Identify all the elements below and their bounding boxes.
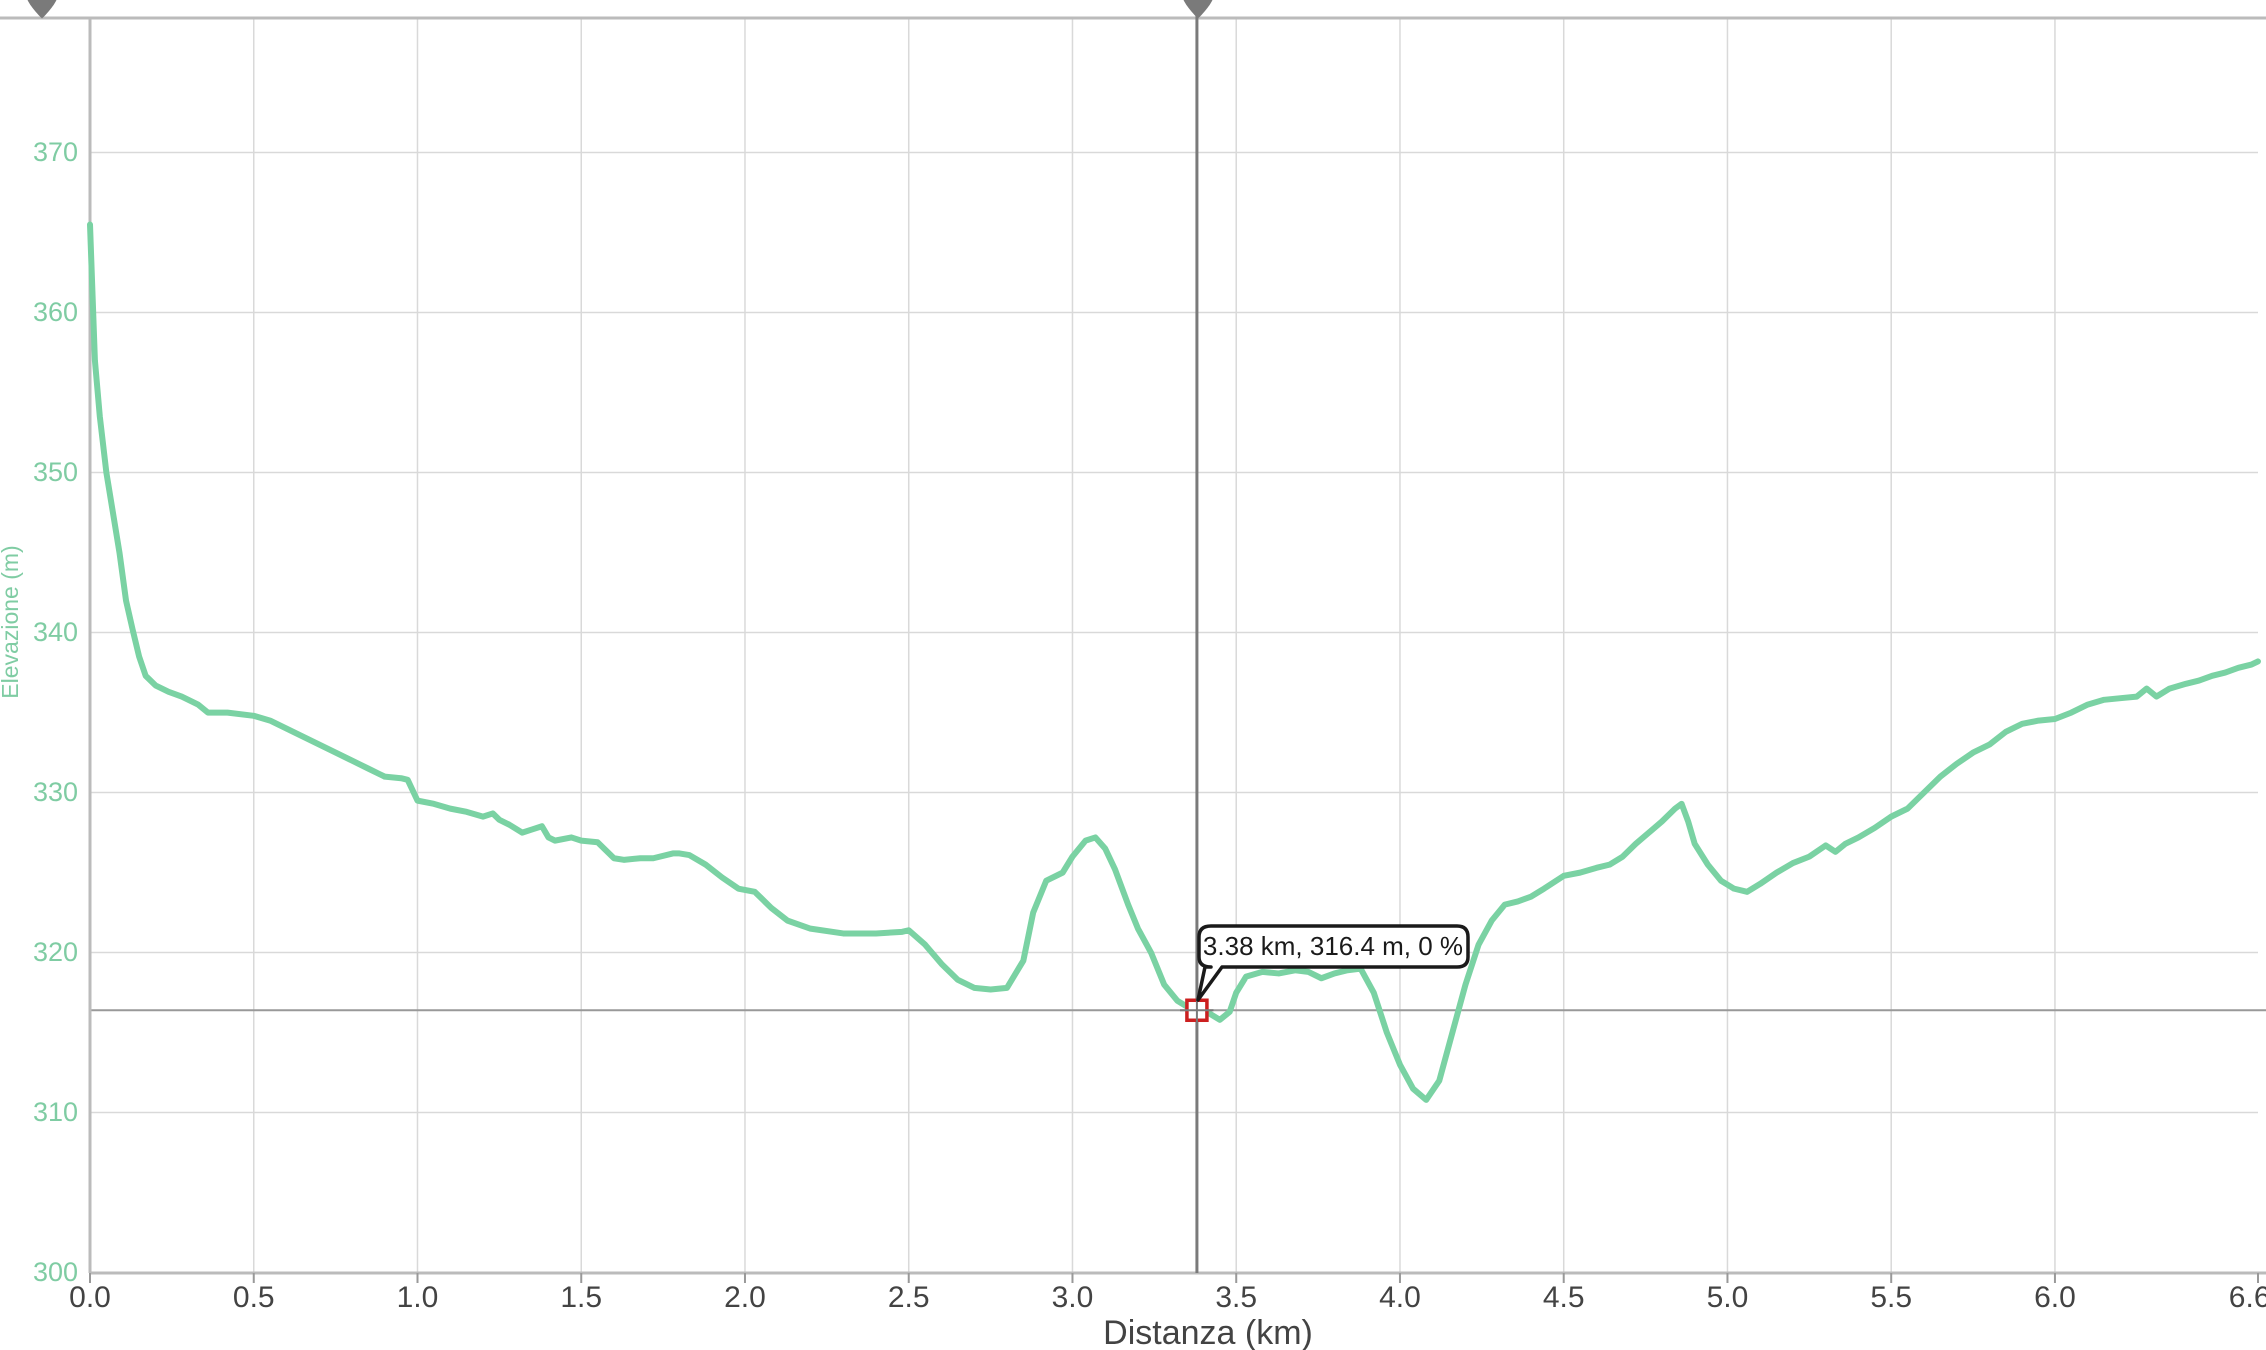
svg-text:2.5: 2.5 [888, 1281, 930, 1314]
svg-text:2.0: 2.0 [724, 1281, 766, 1314]
svg-text:Elevazione (m): Elevazione (m) [0, 545, 23, 698]
svg-text:320: 320 [33, 937, 78, 967]
svg-text:5.0: 5.0 [1707, 1281, 1749, 1314]
svg-text:370: 370 [33, 137, 78, 167]
svg-text:Distanza (km): Distanza (km) [1103, 1314, 1313, 1350]
svg-text:6.62: 6.62 [2229, 1281, 2266, 1314]
svg-text:3.38 km, 316.4 m, 0 %: 3.38 km, 316.4 m, 0 % [1203, 931, 1463, 961]
svg-text:1.5: 1.5 [560, 1281, 602, 1314]
svg-text:3.0: 3.0 [1052, 1281, 1094, 1314]
svg-text:4.5: 4.5 [1543, 1281, 1585, 1314]
svg-text:4.0: 4.0 [1379, 1281, 1421, 1314]
svg-text:360: 360 [33, 297, 78, 327]
svg-text:3.5: 3.5 [1215, 1281, 1257, 1314]
svg-text:300: 300 [33, 1257, 78, 1287]
svg-text:6.0: 6.0 [2034, 1281, 2076, 1314]
svg-text:310: 310 [33, 1097, 78, 1127]
svg-text:0.5: 0.5 [233, 1281, 275, 1314]
svg-text:330: 330 [33, 777, 78, 807]
svg-text:340: 340 [33, 617, 78, 647]
svg-text:1.0: 1.0 [397, 1281, 439, 1314]
svg-text:5.5: 5.5 [1870, 1281, 1912, 1314]
svg-text:350: 350 [33, 457, 78, 487]
